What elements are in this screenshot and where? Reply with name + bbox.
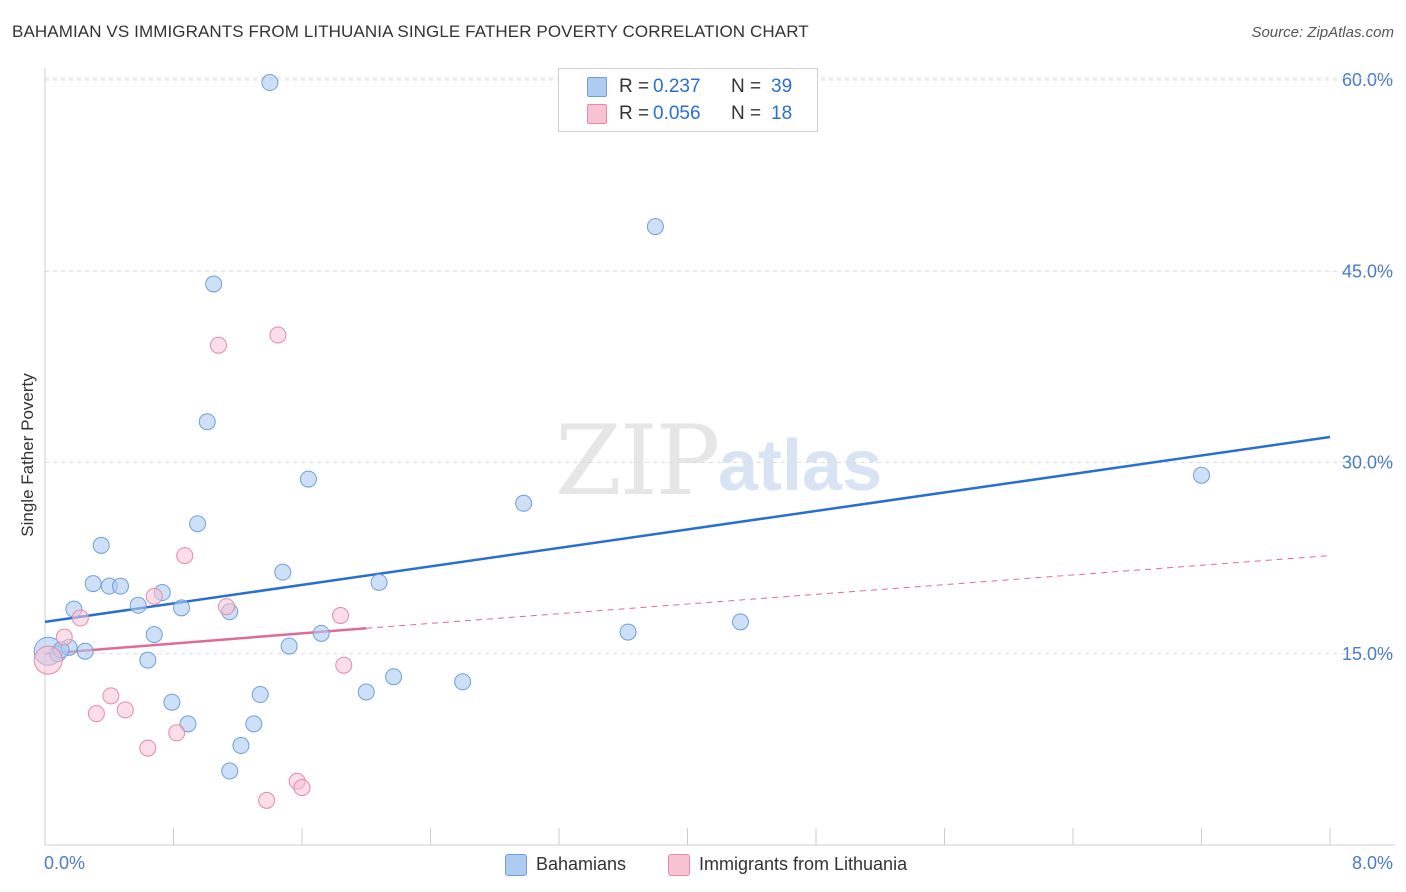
legend-swatch-bahamians xyxy=(587,77,607,97)
point-bahamians-29 xyxy=(357,683,375,701)
stats-legend: R = 0.237 N = 39 R = 0.056 N = 18 xyxy=(558,68,818,132)
point-bahamians-6 xyxy=(92,536,110,554)
point-lithuania-3 xyxy=(87,705,105,723)
point-lithuania-13 xyxy=(269,326,287,344)
point-bahamians-25 xyxy=(274,563,292,581)
point-bahamians-27 xyxy=(299,470,317,488)
point-bahamians-8 xyxy=(111,577,129,595)
point-lithuania-4 xyxy=(102,687,120,705)
series-legend: Bahamians Immigrants from Lithuania xyxy=(0,852,1406,878)
point-bahamians-16 xyxy=(189,515,207,533)
legend-r-label-2: R = xyxy=(619,103,650,124)
point-bahamians-3 xyxy=(76,642,94,660)
point-bahamians-15 xyxy=(179,715,197,733)
point-bahamians-24 xyxy=(261,74,279,92)
watermark-atlas: atlas xyxy=(718,426,883,506)
trendline-lithuania-solid xyxy=(44,627,367,655)
point-bahamians-21 xyxy=(232,737,250,755)
point-lithuania-9 xyxy=(176,547,194,565)
legend-n-label-2: N = xyxy=(731,103,762,124)
watermark-zip: ZIP xyxy=(555,405,720,517)
legend-swatch-lithuania xyxy=(587,104,607,124)
point-bahamians-18 xyxy=(205,275,223,293)
point-bahamians-37 xyxy=(1193,466,1210,484)
legend-n-value-1: 39 xyxy=(771,76,793,97)
point-bahamians-13 xyxy=(163,693,181,711)
point-lithuania-17 xyxy=(335,656,353,674)
point-bahamians-28 xyxy=(312,624,330,642)
point-bahamians-17 xyxy=(198,413,216,431)
source-credit: Source: ZipAtlas.com xyxy=(1251,24,1394,41)
point-lithuania-10 xyxy=(209,336,227,354)
point-bahamians-23 xyxy=(251,686,269,704)
point-lithuania-1 xyxy=(55,628,73,646)
point-bahamians-31 xyxy=(385,668,403,686)
legend-r-label-1: R = xyxy=(619,76,650,97)
point-bahamians-9 xyxy=(129,596,147,614)
legend-n-label-1: N = xyxy=(731,76,762,97)
point-lithuania-12 xyxy=(258,791,276,809)
trendline-lithuania-dashed xyxy=(366,555,1331,629)
point-lithuania-0 xyxy=(33,645,63,675)
point-lithuania-11 xyxy=(218,598,236,616)
point-lithuania-7 xyxy=(145,587,163,605)
point-bahamians-34 xyxy=(619,623,637,641)
legend-label-bahamians: Bahamians xyxy=(536,854,627,874)
legend-swatch-bahamians-bottom xyxy=(505,854,527,876)
legend-label-lithuania: Immigrants from Lithuania xyxy=(699,854,908,874)
trendline-bahamians-solid xyxy=(44,435,1331,624)
legend-n-value-2: 18 xyxy=(771,103,793,124)
point-bahamians-22 xyxy=(245,715,263,733)
point-lithuania-8 xyxy=(168,724,186,742)
point-bahamians-33 xyxy=(515,494,533,512)
point-bahamians-26 xyxy=(280,637,298,655)
y-tick-label: 60.0% xyxy=(1342,70,1393,90)
point-lithuania-6 xyxy=(139,739,157,757)
x-tick-label-max: 8.0% xyxy=(1352,853,1393,873)
legend-swatch-lithuania-bottom xyxy=(668,854,690,876)
point-bahamians-11 xyxy=(139,651,157,669)
point-bahamians-32 xyxy=(454,673,472,691)
y-tick-label: 15.0% xyxy=(1342,644,1393,664)
point-bahamians-35 xyxy=(646,218,664,236)
point-lithuania-15 xyxy=(293,779,311,797)
point-lithuania-2 xyxy=(71,609,89,627)
point-bahamians-19 xyxy=(221,762,239,780)
y-tick-label: 45.0% xyxy=(1342,261,1393,281)
legend-r-value-2: 0.056 xyxy=(653,103,701,124)
point-lithuania-5 xyxy=(116,701,134,719)
y-tick-label: 30.0% xyxy=(1342,453,1393,473)
x-tick-label-min: 0.0% xyxy=(44,853,85,873)
legend-r-value-1: 0.237 xyxy=(653,76,701,97)
point-lithuania-16 xyxy=(332,607,350,624)
point-bahamians-10 xyxy=(145,626,163,644)
chart-title: BAHAMIAN VS IMMIGRANTS FROM LITHUANIA SI… xyxy=(12,22,809,41)
point-bahamians-36 xyxy=(732,613,750,631)
point-bahamians-30 xyxy=(370,573,388,591)
point-bahamians-5 xyxy=(84,575,102,593)
point-bahamians-14 xyxy=(173,599,191,617)
